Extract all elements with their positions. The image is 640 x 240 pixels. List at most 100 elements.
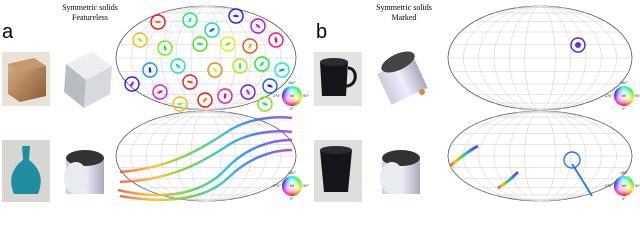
wheel-label: 0° (290, 196, 294, 201)
wheel-label: 270° (605, 93, 614, 98)
prediction-dot (130, 81, 134, 87)
prediction-ring (207, 62, 223, 78)
wheel-center (282, 86, 302, 106)
panel-title: Featureless (72, 13, 108, 22)
prediction-ring (232, 58, 248, 74)
prediction-dot (157, 90, 163, 94)
prediction-dot (177, 102, 183, 106)
prediction-dot (197, 42, 203, 46)
marked-cylinder-render (377, 51, 428, 105)
wheel-center (614, 86, 634, 106)
vase-photo (2, 140, 50, 202)
prediction-dot (225, 42, 231, 46)
panel-title: Symmetric solids (376, 3, 432, 12)
prediction-dot (233, 14, 239, 18)
prediction-ring (217, 88, 233, 104)
color-wheel: 180° 0° 270° 90° tilt (605, 80, 640, 111)
wheel-label: tilt (622, 93, 627, 98)
probability-band (117, 138, 293, 197)
prediction-ring (132, 32, 148, 48)
prediction-ring (254, 56, 270, 72)
prediction-dot (148, 67, 152, 73)
prediction-ring (262, 78, 278, 94)
wheel-label: tilt (290, 183, 295, 188)
cylinder-render (64, 150, 104, 194)
probability-band (449, 144, 479, 168)
prediction-dot (255, 23, 261, 29)
wheel-label: 0° (622, 106, 626, 111)
wheel-label: 270° (605, 183, 614, 188)
prediction-dot (279, 68, 285, 72)
panel-title: Marked (392, 13, 417, 22)
prediction-ring (228, 8, 244, 24)
wheel-label: tilt (622, 183, 627, 188)
prediction-ring (152, 84, 168, 100)
prediction-ring (570, 37, 586, 53)
wheel-label: 90° (635, 93, 640, 98)
prediction-dot (202, 97, 208, 103)
prediction-dot (575, 42, 581, 48)
color-wheel: 180° 0° 270° 90° tilt (273, 170, 310, 201)
prediction-ring (170, 58, 186, 74)
probability-band (497, 170, 520, 190)
color-wheel: 180° 0° 270° 90° tilt (605, 170, 640, 201)
panel-title: Symmetric solids (62, 3, 118, 12)
probability-band (119, 116, 293, 174)
probability-band (119, 130, 293, 184)
cube-render (64, 52, 112, 108)
wheel-center (282, 176, 302, 196)
cylinder-render (380, 150, 420, 194)
panel-label: a (2, 21, 14, 43)
prediction-dot (187, 80, 193, 84)
wood-block-photo (2, 52, 50, 106)
prediction-dot (262, 102, 268, 106)
mug-photo (314, 52, 362, 106)
prediction-dot (238, 63, 242, 69)
prediction-dot (209, 28, 215, 32)
mollweide-plot (447, 5, 633, 111)
wheel-label: 90° (635, 183, 640, 188)
wheel-label: 0° (622, 196, 626, 201)
prediction-ring (250, 18, 266, 34)
prediction-ring (268, 32, 284, 48)
prediction-dot (175, 63, 181, 69)
wheel-label: 90° (303, 93, 309, 98)
wheel-label: 180° (288, 80, 297, 85)
wheel-label: 90° (303, 183, 309, 188)
wheel-label: tilt (290, 93, 295, 98)
wheel-label: 180° (620, 80, 629, 85)
prediction-dot (274, 37, 278, 43)
wheel-label: 180° (620, 170, 629, 175)
prediction-ring (150, 14, 166, 30)
probability-band (571, 163, 593, 197)
prediction-ring (257, 96, 273, 112)
prediction-ring (563, 151, 581, 169)
prediction-ring (274, 62, 290, 78)
prediction-dot (246, 89, 250, 95)
prediction-dot (267, 84, 273, 88)
mollweide-plot (115, 5, 297, 111)
prediction-dot (248, 43, 252, 49)
prediction-ring (182, 74, 198, 90)
prediction-dot (188, 17, 192, 23)
prediction-ring (124, 76, 140, 92)
prediction-ring (240, 84, 256, 100)
prediction-dot (163, 45, 167, 51)
mollweide-plot (447, 110, 633, 202)
prediction-ring (204, 22, 220, 38)
wheel-label: 270° (273, 183, 282, 188)
prediction-ring (172, 96, 188, 112)
prediction-ring (242, 38, 258, 54)
figure: a Symmetric solids Featureless b Symmetr… (2, 3, 640, 202)
mug-photo (314, 140, 362, 202)
prediction-ring (142, 62, 158, 78)
prediction-ring (197, 92, 213, 108)
prediction-ring (220, 36, 236, 52)
mollweide-plot (115, 110, 297, 202)
wheel-label: 180° (288, 170, 297, 175)
color-wheel: 180° 0° 270° 90° tilt (273, 80, 310, 111)
probability-band (119, 148, 293, 201)
panel-label: b (316, 21, 327, 43)
prediction-dot (223, 93, 227, 99)
prediction-dot (155, 20, 161, 24)
